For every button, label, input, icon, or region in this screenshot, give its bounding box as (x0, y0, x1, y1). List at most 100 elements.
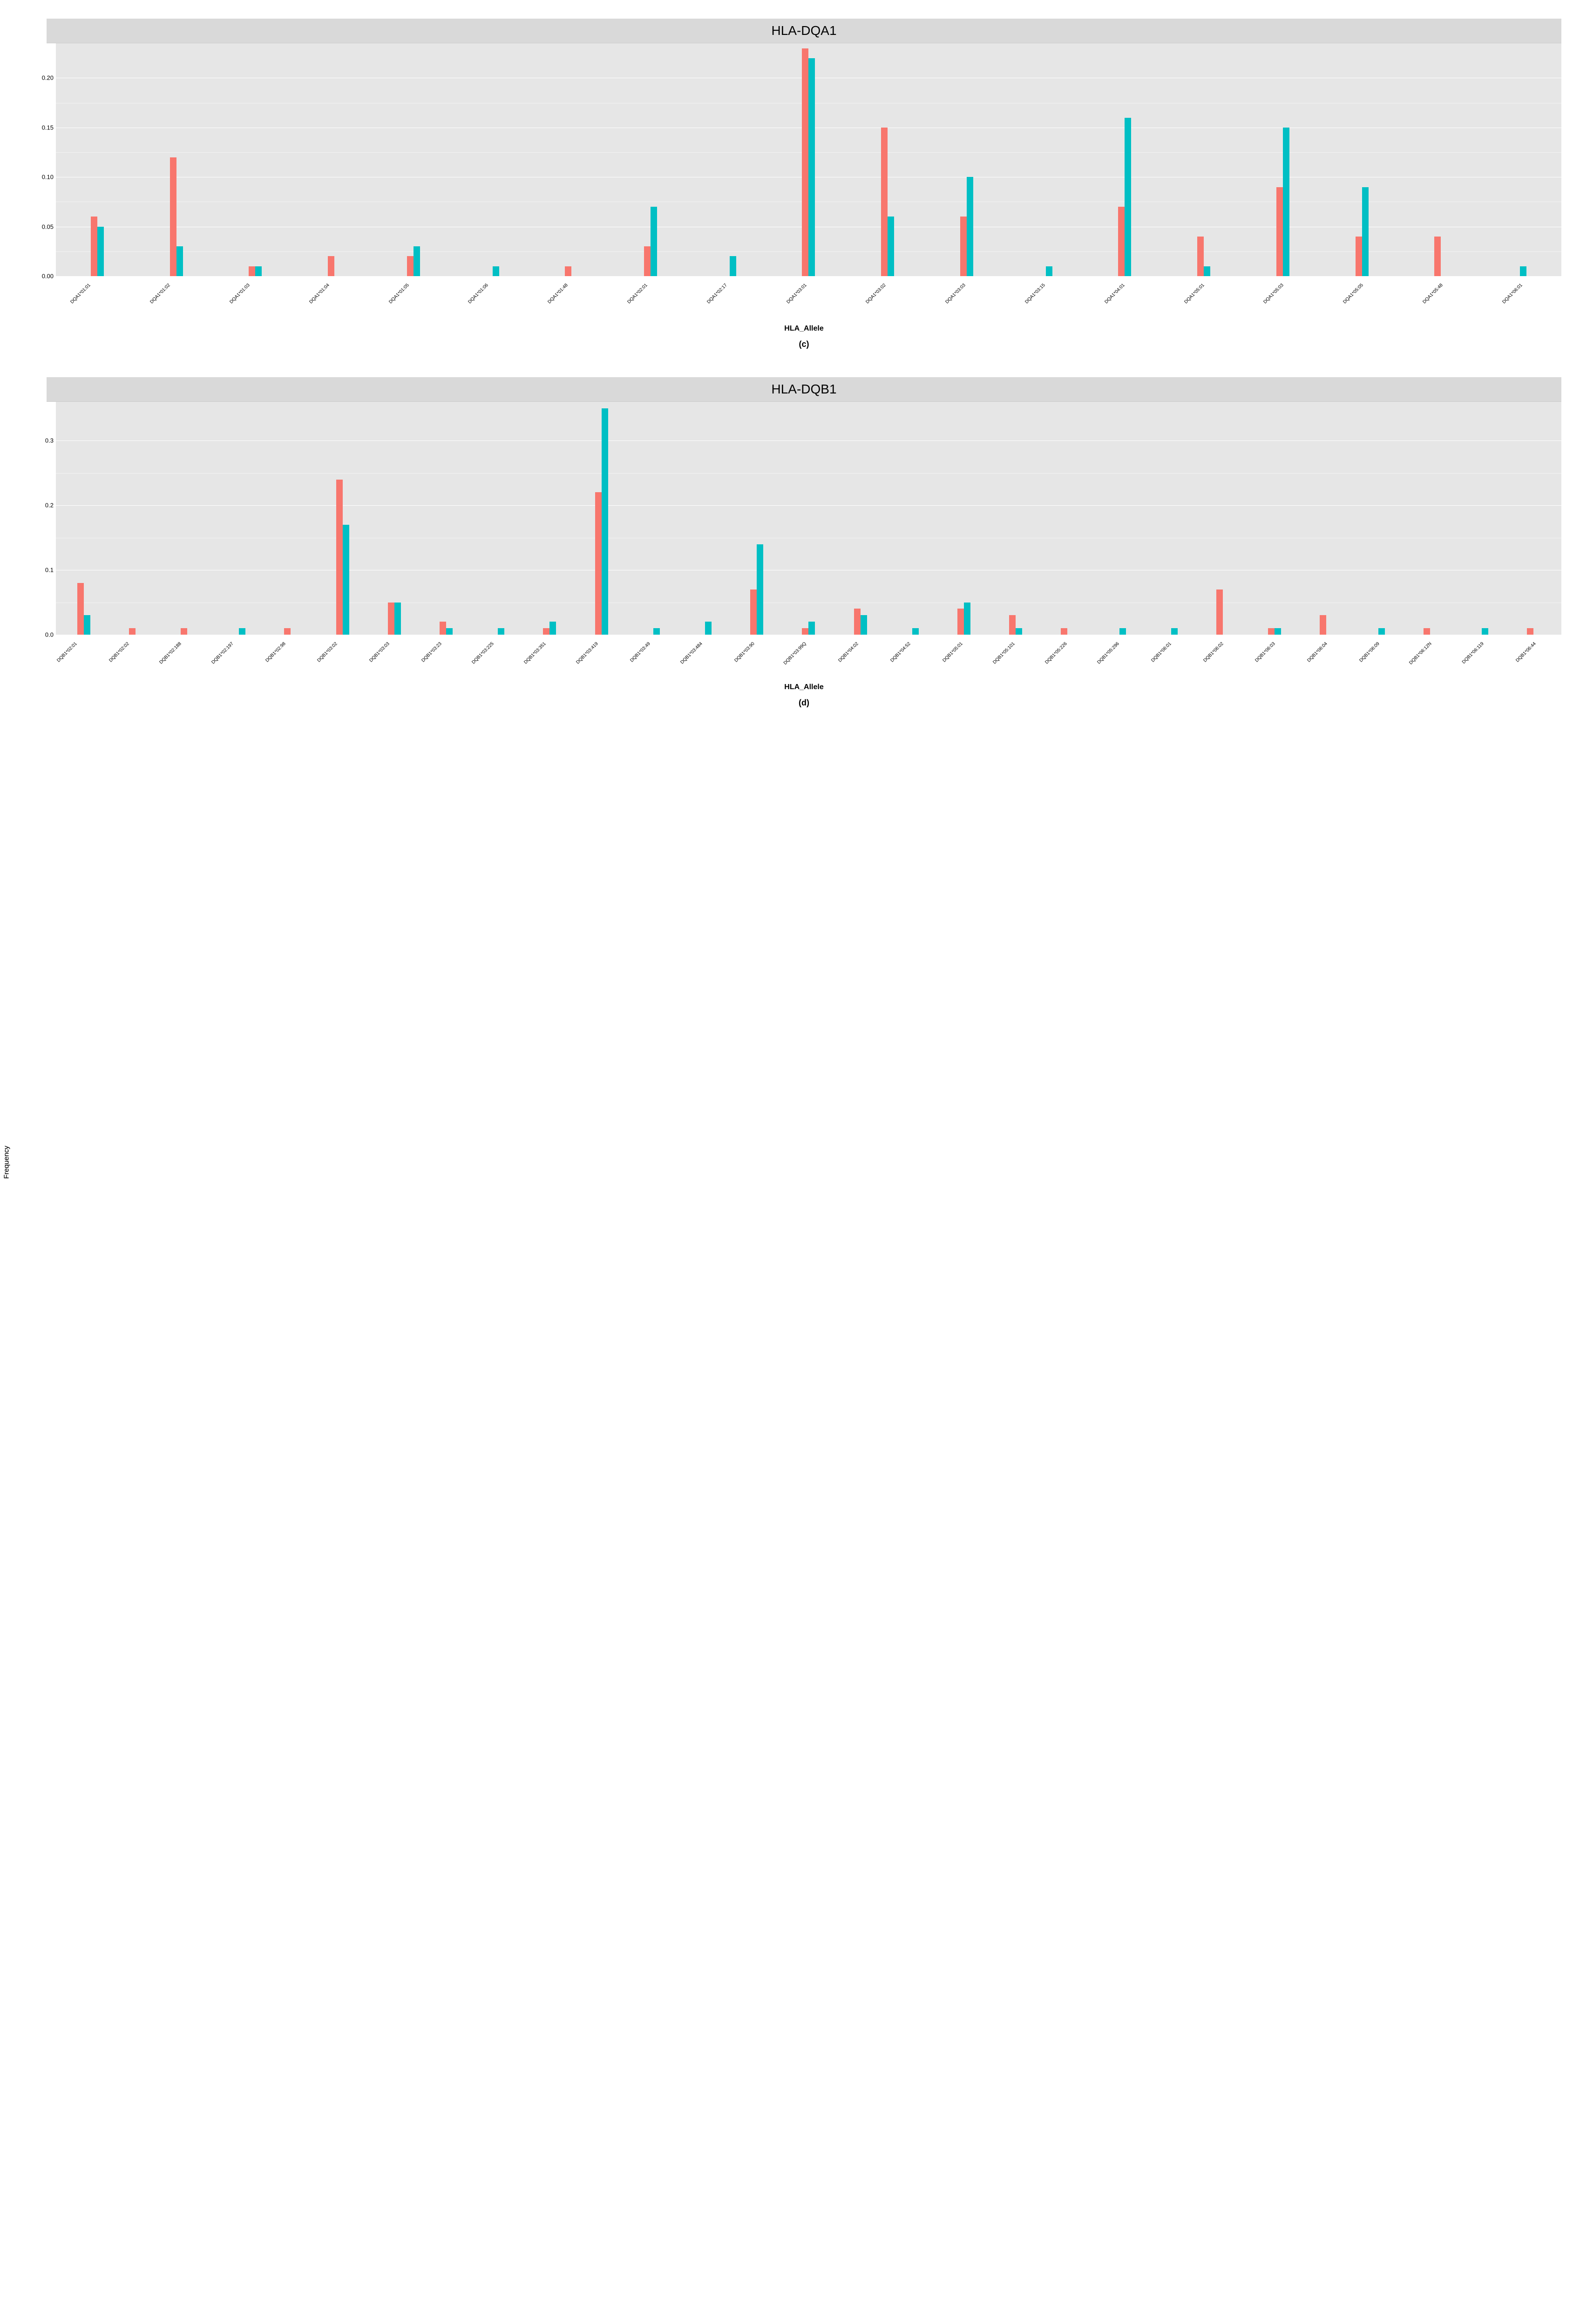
y-tick-label: 0.15 (33, 124, 54, 131)
x-tick-label: DQA1*02:01 (605, 283, 649, 326)
bar-series1 (881, 128, 888, 276)
category-slot (611, 43, 690, 276)
y-tick-label: 0.1 (33, 567, 54, 574)
bar-series2 (964, 603, 970, 635)
bar-series1 (595, 492, 602, 635)
bar-series2 (97, 227, 104, 276)
category-slot (58, 43, 137, 276)
bar-series2 (651, 207, 657, 276)
bar-series2 (446, 628, 453, 635)
x-tick-label: DQA1*01:01 (49, 283, 92, 326)
bar-series1 (181, 628, 187, 635)
gridline (56, 276, 1561, 277)
category-slot (1042, 402, 1093, 635)
y-tick-label: 0.0 (33, 631, 54, 638)
bar-series2 (176, 246, 183, 276)
subfigure-label: (c) (47, 339, 1561, 349)
bar-series2 (602, 408, 608, 635)
category-slot (679, 402, 731, 635)
bar-series1 (957, 609, 964, 635)
bar-series2 (1283, 128, 1289, 276)
bar-series2 (1378, 628, 1385, 635)
category-slot (472, 402, 524, 635)
x-tick-label: DQA1*05:01 (1162, 283, 1206, 326)
x-tick-label: DQA1*05:48 (1401, 283, 1444, 326)
x-tick-label: DQA1*01:05 (367, 283, 410, 326)
bar-series1 (1527, 628, 1533, 635)
category-slot (834, 402, 886, 635)
bar-series1 (249, 266, 255, 276)
y-tick-label: 0.3 (33, 437, 54, 444)
category-slot (1249, 402, 1301, 635)
bar-series1 (802, 48, 808, 276)
category-slot (109, 402, 161, 635)
x-tick-label: DQA1*02:17 (685, 283, 728, 326)
x-tick-label: DQA1*01:03 (208, 283, 251, 326)
category-slot (137, 43, 216, 276)
bar-series2 (1016, 628, 1022, 635)
category-slot (295, 43, 374, 276)
x-tick-label: DQA1*03:15 (1003, 283, 1046, 326)
bar-series1 (91, 217, 97, 276)
category-slot (938, 402, 990, 635)
category-slot (848, 43, 927, 276)
category-slot (1243, 43, 1322, 276)
bar-series1 (440, 622, 446, 635)
chart-dqb1: HLA-DQB1Frequency0.00.10.20.3DQB1*02:01D… (19, 377, 1561, 708)
y-axis: 0.000.050.100.150.20 (33, 43, 54, 276)
category-slot (524, 402, 576, 635)
chart-title: HLA-DQA1 (47, 19, 1561, 43)
category-slot (1404, 402, 1456, 635)
bar-series1 (328, 256, 334, 276)
bar-series2 (808, 58, 815, 276)
bar-series1 (1424, 628, 1430, 635)
bar-series1 (1434, 237, 1441, 276)
x-labels: DQB1*02:01DQB1*02:02DQB1*02:188DQB1*02:1… (47, 639, 1561, 681)
bar-series2 (705, 622, 712, 635)
bar-series2 (239, 628, 245, 635)
bar-series2 (414, 246, 420, 276)
x-tick-label: DQB1*02:01 (35, 641, 78, 684)
x-axis-title: HLA_Allele (47, 683, 1561, 691)
bar-series2 (888, 217, 894, 276)
category-slot (769, 43, 848, 276)
category-slot (1352, 402, 1404, 635)
plot-area: 0.00.10.20.3 (56, 402, 1561, 635)
category-slot (58, 402, 109, 635)
bar-series1 (543, 628, 549, 635)
bar-series2 (1046, 266, 1052, 276)
x-tick-label: DQA1*03:02 (844, 283, 888, 326)
category-slot (576, 402, 627, 635)
category-slot (161, 402, 213, 635)
bars-container (56, 402, 1561, 635)
category-slot (216, 43, 295, 276)
bar-series1 (170, 157, 176, 276)
category-slot (627, 402, 679, 635)
bar-series1 (336, 480, 343, 635)
chart-dqa1: HLA-DQA1Frequency0.000.050.100.150.20DQA… (19, 19, 1561, 349)
y-axis-title: Frequency (3, 1145, 11, 1179)
bar-series1 (750, 589, 757, 635)
bar-series1 (77, 583, 84, 635)
bar-series1 (1356, 237, 1362, 276)
bar-series1 (854, 609, 861, 635)
category-slot (532, 43, 611, 276)
bar-series2 (549, 622, 556, 635)
bars-container (56, 43, 1561, 276)
bar-series1 (1061, 628, 1067, 635)
category-slot (990, 402, 1042, 635)
category-slot (1322, 43, 1402, 276)
category-slot (265, 402, 317, 635)
x-tick-label: DQA1*05:03 (1242, 283, 1285, 326)
bar-series2 (498, 628, 504, 635)
y-tick-label: 0.2 (33, 502, 54, 509)
bar-series1 (802, 628, 808, 635)
category-slot (420, 402, 472, 635)
x-tick-label: DQA1*03:03 (923, 283, 967, 326)
x-tick-label: DQA1*01:04 (287, 283, 331, 326)
category-slot (453, 43, 532, 276)
category-slot (1164, 43, 1243, 276)
bar-series2 (343, 525, 349, 635)
bar-series1 (388, 603, 394, 635)
bar-series1 (1276, 187, 1283, 276)
